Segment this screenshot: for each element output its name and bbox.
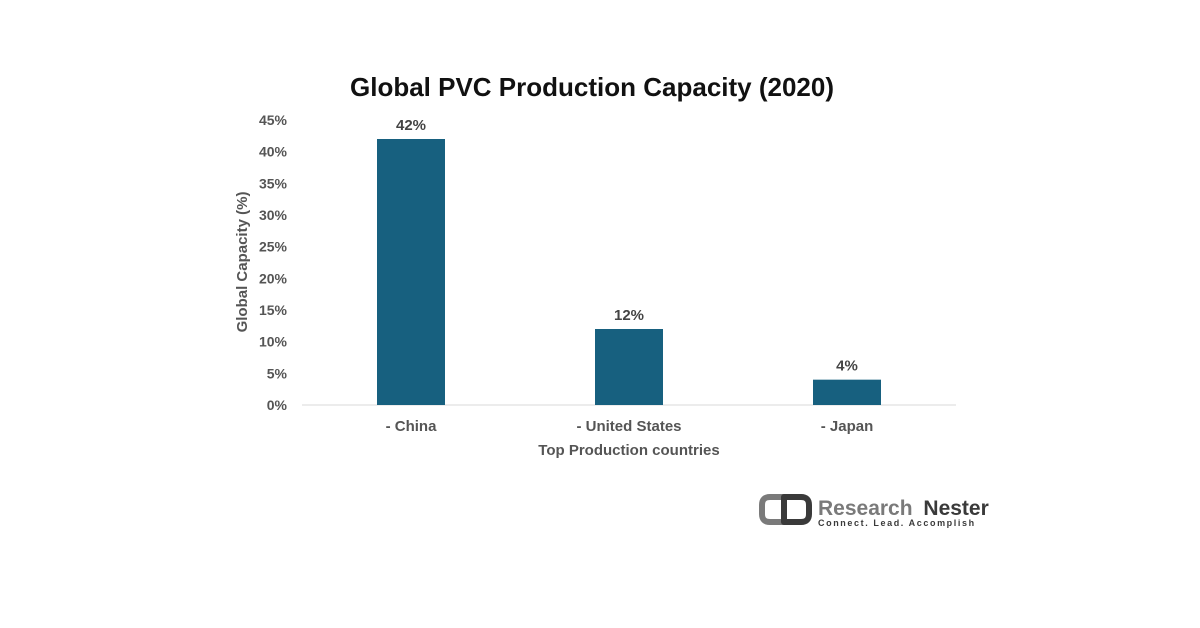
y-tick-label: 25% xyxy=(259,239,288,255)
y-tick-label: 40% xyxy=(259,144,288,160)
brand-name-part1: Research xyxy=(818,497,913,520)
y-axis-label: Global Capacity (%) xyxy=(234,192,251,333)
x-axis-ticks: - China - United States - Japan xyxy=(386,418,874,435)
brand-tagline: Connect. Lead. Accomplish xyxy=(818,518,976,528)
bars xyxy=(377,139,881,405)
y-tick-label: 15% xyxy=(259,302,288,318)
y-tick-label: 35% xyxy=(259,175,288,191)
y-tick-label: 5% xyxy=(267,365,288,381)
y-tick-label: 0% xyxy=(267,397,288,413)
data-labels: 42% 12% 4% xyxy=(396,117,858,375)
y-tick-label: 45% xyxy=(259,112,288,128)
x-tick-label: - Japan xyxy=(821,418,874,435)
y-tick-label: 10% xyxy=(259,334,288,350)
bar-data-label: 4% xyxy=(836,358,858,375)
bar-data-label: 42% xyxy=(396,117,426,134)
x-tick-label: - United States xyxy=(576,418,681,435)
bar xyxy=(377,139,445,405)
brand-name-part2: Nester xyxy=(923,497,988,520)
chart-title: Global PVC Production Capacity (2020) xyxy=(350,72,834,102)
bar-data-label: 12% xyxy=(614,307,644,324)
x-tick-label: - China xyxy=(386,418,437,435)
bar xyxy=(595,329,663,405)
brand-name: Research Nester xyxy=(818,497,989,520)
y-tick-label: 20% xyxy=(259,270,288,286)
y-axis-ticks: 0% 5% 10% 15% 20% 25% 30% 35% 40% 45% xyxy=(259,112,288,413)
y-tick-label: 30% xyxy=(259,207,288,223)
brand-logo: Research Nester Connect. Lead. Accomplis… xyxy=(759,494,989,528)
x-axis-label: Top Production countries xyxy=(538,442,719,459)
bar xyxy=(813,379,881,405)
research-nester-logo-icon xyxy=(759,494,812,525)
